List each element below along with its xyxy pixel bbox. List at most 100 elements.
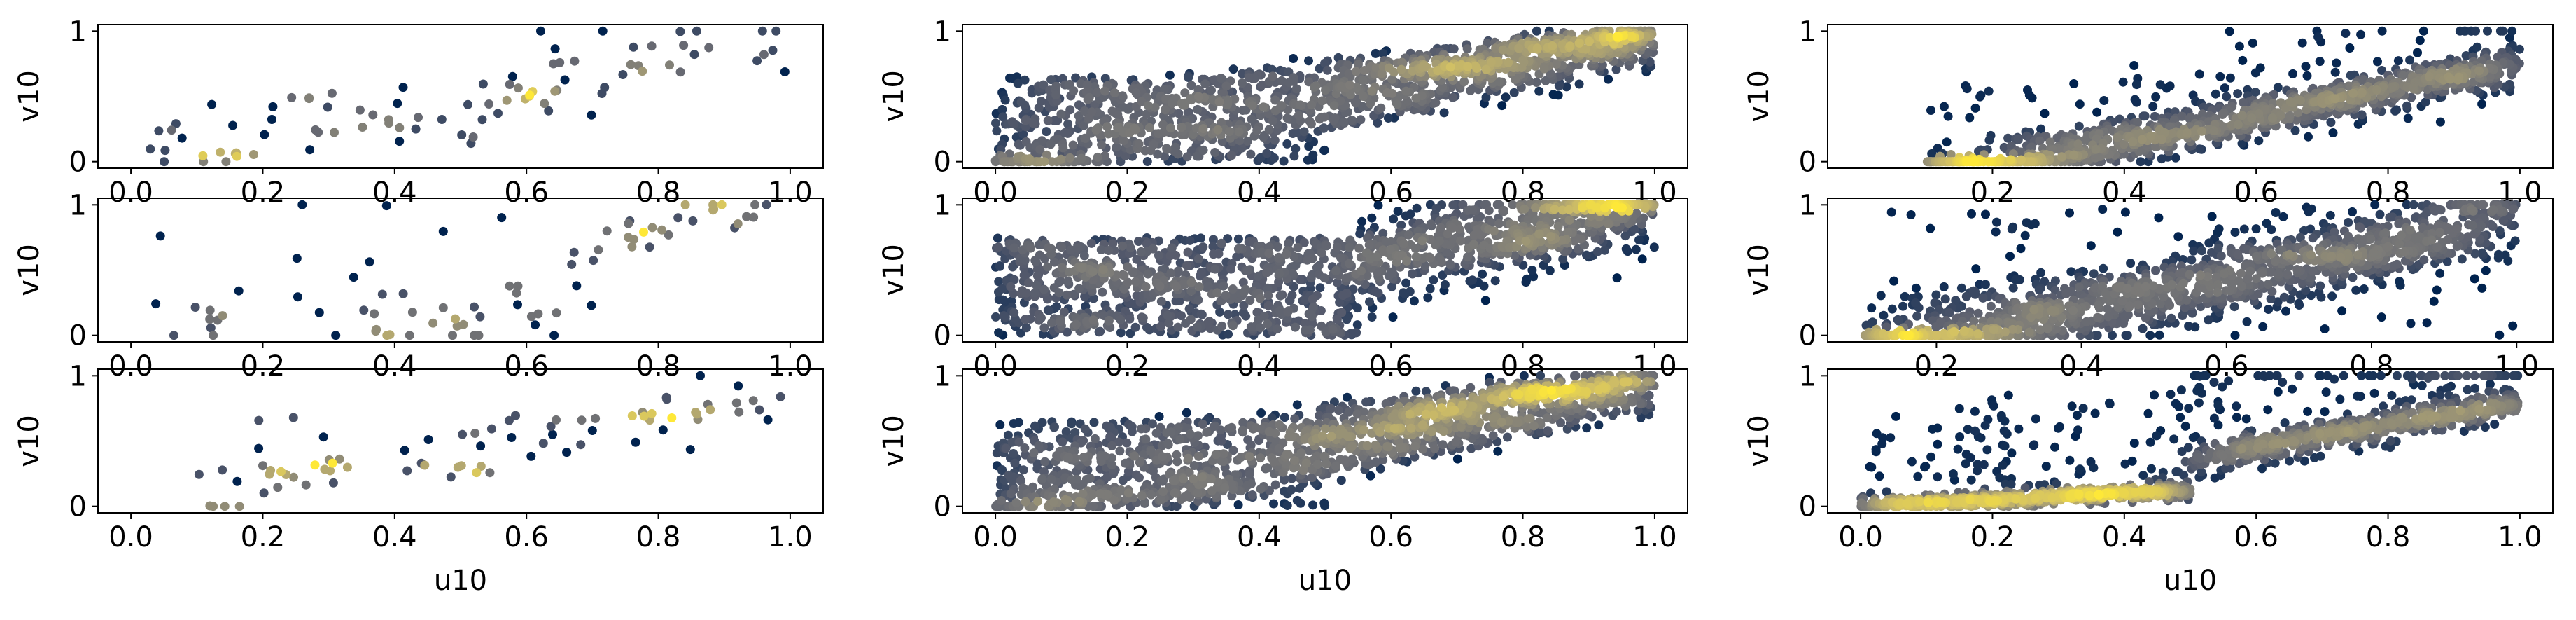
scatter-point: [1426, 219, 1436, 229]
scatter-point: [2026, 157, 2036, 167]
scatter-point: [1612, 273, 1622, 283]
scatter-point: [1971, 264, 1981, 274]
scatter-point: [1319, 123, 1329, 133]
scatter-point: [463, 99, 472, 109]
scatter-points: [1860, 200, 2521, 340]
scatter-point: [502, 95, 512, 105]
scatter-point: [1270, 95, 1280, 105]
axes-frame: [97, 24, 824, 169]
scatter-point: [1071, 73, 1081, 83]
scatter-point: [1931, 290, 1941, 300]
x-tick-label: 0.2: [1105, 350, 1150, 383]
scatter-point: [2013, 134, 2023, 144]
scatter-point: [1264, 125, 1274, 135]
scatter-point: [1047, 157, 1057, 167]
scatter-point: [2155, 330, 2164, 340]
scatter-point: [2233, 120, 2243, 130]
x-tick-label: 0.2: [1970, 177, 2015, 209]
scatter-point: [1203, 319, 1213, 329]
scatter-point: [1043, 262, 1053, 272]
scatter-point: [1345, 80, 1354, 90]
scatter-point: [305, 145, 315, 155]
scatter-point: [2040, 109, 2050, 118]
scatter-point: [647, 41, 657, 51]
scatter-point: [2118, 77, 2128, 87]
scatter-point: [2251, 224, 2261, 234]
scatter-point: [2133, 118, 2143, 128]
y-tick-label: 1: [934, 15, 951, 48]
scatter-point: [1377, 69, 1387, 78]
scatter-point: [1627, 32, 1637, 42]
scatter-point: [1062, 290, 1072, 300]
scatter-point: [1469, 230, 1479, 240]
scatter-points: [151, 200, 771, 340]
scatter-point: [1303, 155, 1312, 165]
scatter-point: [1275, 291, 1285, 301]
scatter-point: [2452, 242, 2462, 252]
scatter-point: [1406, 209, 1415, 219]
scatter-point: [1119, 270, 1129, 280]
scatter-point: [1166, 251, 1175, 261]
scatter-point: [314, 308, 324, 317]
scatter-point: [1224, 127, 1234, 137]
scatter-point: [2271, 208, 2281, 217]
scatter-point: [1182, 152, 1192, 162]
scatter-point: [1138, 313, 1148, 323]
scatter-point: [2207, 212, 2217, 221]
scatter-point: [2171, 153, 2180, 163]
scatter-point: [470, 302, 479, 312]
scatter-point: [2154, 213, 2164, 223]
scatter-point: [1275, 268, 1284, 278]
scatter-point: [1079, 251, 1089, 261]
scatter-point: [1156, 296, 1166, 306]
scatter-point: [1315, 283, 1325, 293]
scatter-point: [1494, 219, 1504, 228]
scatter-point: [1014, 152, 1023, 162]
scatter-point: [1273, 242, 1282, 252]
scatter-point: [1193, 322, 1202, 332]
scatter-point: [1412, 203, 1422, 213]
scatter-point: [206, 323, 216, 333]
scatter-point: [1301, 295, 1310, 305]
scatter-point: [1222, 100, 1232, 110]
scatter-point: [1308, 302, 1318, 312]
scatter-point: [1047, 318, 1056, 328]
scatter-point: [1059, 308, 1069, 317]
scatter-point: [2348, 207, 2357, 216]
scatter-point: [1393, 207, 1403, 216]
x-tick-label: 0.4: [1237, 177, 1282, 209]
y-tick-label: 1: [934, 189, 951, 221]
scatter-point: [1631, 244, 1641, 254]
scatter-point: [1277, 101, 1287, 111]
scatter-point: [2285, 111, 2295, 120]
scatter-point: [1268, 71, 1278, 81]
scatter-point: [1121, 151, 1130, 160]
scatter-point: [1096, 245, 1106, 254]
scatter-point: [2003, 133, 2013, 143]
scatter-point: [1367, 312, 1377, 322]
x-tick-label: 1.0: [768, 350, 813, 383]
scatter-point: [2034, 285, 2044, 295]
scatter-point: [2099, 96, 2109, 105]
scatter-point: [1534, 229, 1544, 239]
scatter-point: [1252, 125, 1262, 135]
scatter-point: [1345, 236, 1355, 246]
scatter-point: [2151, 142, 2160, 151]
scatter-point: [2388, 82, 2398, 92]
scatter-point: [2315, 57, 2325, 67]
scatter-point: [1163, 310, 1172, 320]
scatter-point: [1396, 64, 1406, 74]
scatter-point: [1967, 209, 1976, 219]
scatter-point: [1423, 293, 1433, 303]
scatter-point: [570, 56, 580, 66]
scatter-point: [1527, 266, 1537, 275]
scatter-point: [2481, 266, 2491, 275]
scatter-point: [2356, 29, 2366, 39]
scatter-point: [1196, 309, 1206, 319]
scatter-point: [2348, 88, 2358, 98]
scatter-point: [1221, 291, 1231, 301]
scatter-point: [1991, 227, 2001, 237]
scatter-point: [411, 124, 421, 134]
y-tick-label: 1: [69, 15, 87, 48]
